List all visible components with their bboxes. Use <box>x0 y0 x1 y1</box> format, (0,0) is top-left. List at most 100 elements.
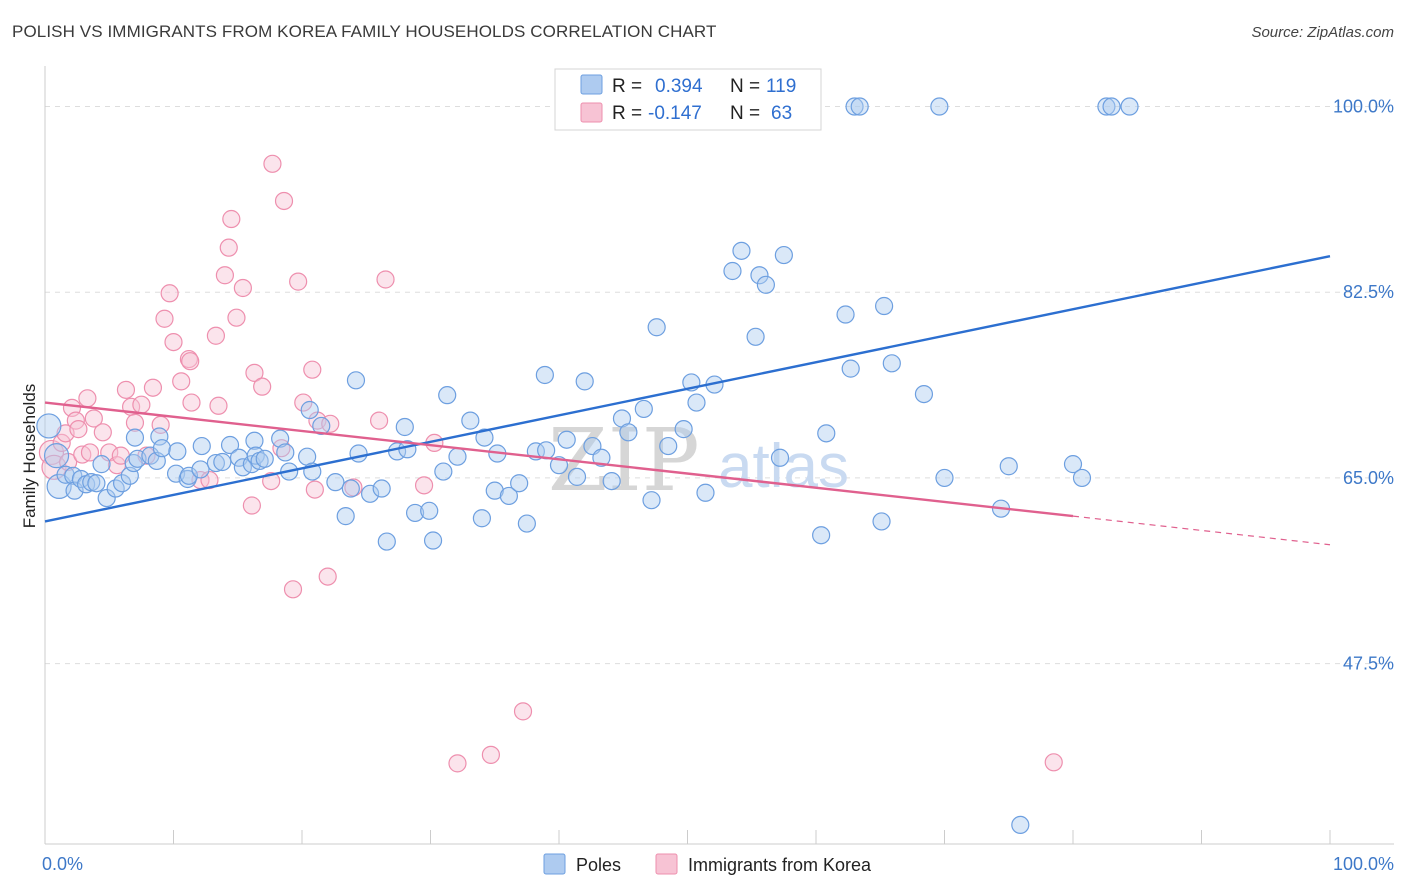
korea-point <box>80 443 100 462</box>
poles-point <box>914 384 934 404</box>
poles-point <box>567 467 587 486</box>
stats-poles-r-value: 0.394 <box>655 76 703 97</box>
poles-point <box>841 359 860 378</box>
poles-point <box>774 245 793 265</box>
poles-point <box>1072 468 1092 488</box>
korea-point <box>376 270 395 289</box>
poles-point <box>732 241 751 260</box>
poles-point <box>485 481 504 500</box>
korea-point <box>222 209 241 229</box>
poles-point <box>817 424 836 443</box>
poles-point <box>517 514 536 533</box>
poles-point <box>461 411 480 430</box>
legend-poles-swatch[interactable] <box>543 853 566 875</box>
poles-point <box>696 483 715 502</box>
poles-point <box>276 443 295 462</box>
korea-point <box>448 754 467 773</box>
poles-point <box>220 435 240 455</box>
korea-point <box>262 472 281 491</box>
korea-point <box>52 433 71 452</box>
poles-point <box>845 97 864 116</box>
stats-poles-r-label: R = <box>612 76 642 97</box>
poles-point <box>602 472 621 491</box>
poles-point <box>448 447 467 466</box>
poles-point <box>192 436 211 456</box>
korea-point <box>294 393 313 412</box>
korea-point <box>245 363 264 382</box>
poles-point <box>43 443 70 469</box>
korea-point <box>414 476 434 495</box>
poles-point <box>850 97 869 116</box>
poles-point <box>510 474 529 493</box>
korea-point <box>289 272 308 291</box>
poles-point <box>336 507 355 526</box>
poles-point <box>420 501 439 520</box>
poles-point <box>112 474 132 493</box>
korea-trend-line <box>44 401 1074 518</box>
legend-korea-swatch[interactable] <box>655 853 678 875</box>
poles-point <box>361 484 380 503</box>
poles-point <box>674 420 693 439</box>
korea-points <box>38 154 1063 773</box>
y-tick-labels: 47.5% 65.0% 82.5% 100.0% <box>1333 97 1394 674</box>
poles-point <box>750 266 769 285</box>
poles-point <box>179 466 199 485</box>
korea-point <box>69 420 88 439</box>
korea-point <box>227 308 246 327</box>
poles-point <box>499 486 518 506</box>
poles-point <box>535 365 554 385</box>
series-legend: Poles Immigrants from Korea <box>543 853 872 875</box>
poles-point <box>271 429 290 448</box>
poles-point <box>575 372 594 391</box>
poles-point <box>377 532 396 551</box>
poles-point <box>346 371 366 390</box>
stats-poles-n-label: N = <box>730 76 760 97</box>
korea-point <box>164 332 183 352</box>
korea-point <box>84 409 103 428</box>
poles-point <box>557 430 576 449</box>
korea-point <box>318 567 337 586</box>
poles-point <box>1097 97 1116 116</box>
poles-point <box>168 442 187 461</box>
korea-point <box>1044 753 1063 772</box>
legend-korea-label[interactable]: Immigrants from Korea <box>688 855 872 875</box>
korea-point <box>370 411 389 430</box>
poles-point <box>882 354 901 373</box>
poles-point <box>36 413 62 439</box>
poles-point <box>472 509 491 528</box>
poles-point <box>255 449 274 468</box>
poles-trend-line <box>44 254 1331 523</box>
korea-trend-extension <box>1072 515 1331 546</box>
poles-point <box>930 97 949 116</box>
korea-point <box>93 423 112 442</box>
korea-point <box>263 154 282 173</box>
poles-points <box>36 97 1139 835</box>
poles-point <box>125 428 145 447</box>
poles-point <box>191 460 210 479</box>
korea-point <box>219 238 238 257</box>
poles-point <box>423 531 443 550</box>
poles-point <box>326 473 345 492</box>
korea-point <box>253 377 272 396</box>
legend-poles-label[interactable]: Poles <box>576 855 621 875</box>
poles-point <box>756 275 775 294</box>
poles-point <box>746 327 765 346</box>
watermark-atlas: atlas <box>718 432 849 501</box>
stats-korea-n-label: N = <box>730 103 760 124</box>
korea-point <box>305 480 324 499</box>
poles-point <box>92 455 111 474</box>
grid-layer <box>45 106 1394 844</box>
poles-point <box>434 462 453 481</box>
korea-point <box>116 380 136 399</box>
poles-point <box>395 417 414 437</box>
poles-point <box>1120 97 1139 116</box>
poles-point <box>647 318 666 337</box>
korea-point <box>155 309 174 328</box>
y-tick-label: 65.0% <box>1343 468 1394 488</box>
y-tick-label: 82.5% <box>1343 282 1394 302</box>
poles-point <box>245 431 264 450</box>
korea-point <box>242 496 261 515</box>
poles-point <box>87 474 106 493</box>
poles-point <box>812 526 831 545</box>
korea-point <box>215 266 234 285</box>
